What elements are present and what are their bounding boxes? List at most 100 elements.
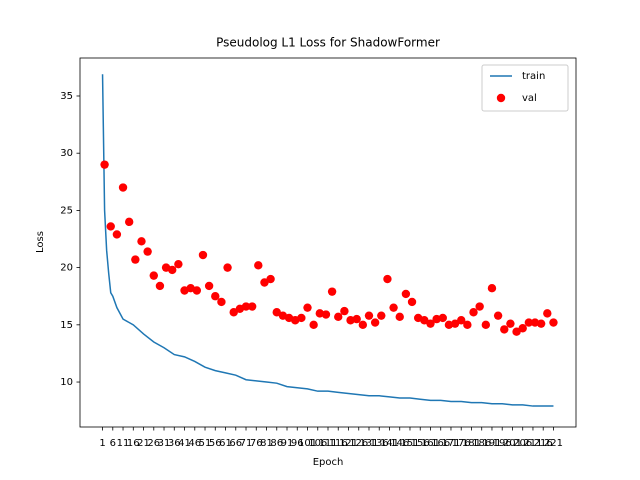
- x-tick-label: 71: [240, 438, 253, 449]
- val-point: [174, 259, 183, 269]
- x-tick-label: 36: [168, 438, 181, 449]
- x-tick-label: 186: [472, 438, 491, 449]
- val-point: [112, 230, 122, 239]
- val-point: [254, 261, 263, 270]
- val-point: [463, 320, 472, 330]
- x-tick-label: 136: [370, 438, 389, 449]
- val-point: [438, 313, 447, 323]
- val-point: [536, 319, 546, 328]
- val-point: [217, 297, 226, 307]
- val-point: [155, 281, 165, 291]
- x-tick-label: 141: [380, 438, 399, 449]
- x-axis-label: Epoch: [313, 457, 344, 468]
- x-tick-label: 206: [513, 438, 532, 449]
- val-point: [358, 320, 368, 330]
- val-point: [407, 297, 417, 307]
- val-point: [364, 311, 374, 320]
- val-point: [469, 308, 478, 317]
- legend-marker: [496, 93, 506, 103]
- val-point: [450, 319, 460, 328]
- val-point: [340, 306, 349, 316]
- x-tick-label: 46: [188, 438, 201, 449]
- plot-frame: [79, 57, 577, 428]
- x-tick-label: 41: [178, 438, 191, 449]
- x-tick-label: 201: [503, 438, 522, 449]
- val-point: [241, 302, 251, 311]
- val-point: [352, 314, 361, 324]
- val-point: [106, 222, 115, 231]
- x-tick-label: 86: [270, 438, 283, 449]
- y-tick-label: 30: [60, 148, 73, 159]
- x-tick-label: 111: [318, 438, 337, 449]
- val-point: [481, 320, 491, 330]
- x-tick-label: 191: [482, 438, 501, 449]
- val-point: [272, 308, 281, 317]
- x-tick-label: 106: [308, 438, 327, 449]
- val-point: [487, 284, 497, 293]
- x-tick-label: 121: [339, 438, 358, 449]
- val-point: [457, 316, 466, 325]
- x-tick-label: 6: [110, 438, 116, 449]
- y-tick-label: 20: [60, 263, 73, 274]
- val-point: [549, 318, 558, 327]
- x-tick-label: 211: [523, 438, 542, 449]
- x-tick-label: 1: [99, 438, 105, 449]
- val-point: [168, 265, 177, 275]
- x-tick-label: 31: [158, 438, 171, 449]
- val-point: [524, 318, 534, 327]
- val-point: [100, 160, 109, 169]
- val-point: [370, 318, 380, 327]
- val-point: [204, 281, 214, 291]
- x-tick-label: 56: [209, 438, 222, 449]
- val-point: [229, 308, 238, 317]
- x-tick-label: 66: [229, 438, 242, 449]
- val-point: [321, 310, 331, 319]
- val-point: [500, 325, 509, 334]
- val-point: [426, 319, 435, 328]
- x-tick-label: 166: [431, 438, 450, 449]
- val-point: [475, 302, 484, 311]
- legend-label: train: [522, 71, 545, 82]
- y-tick-label: 35: [60, 91, 73, 102]
- x-tick-label: 96: [291, 438, 304, 449]
- x-tick-label: 161: [421, 438, 440, 449]
- x-tick-label: 171: [441, 438, 460, 449]
- x-tick-label: 51: [199, 438, 212, 449]
- x-tick-label: 81: [260, 438, 273, 449]
- x-tick-label: 146: [390, 438, 409, 449]
- x-tick-label: 21: [137, 438, 150, 449]
- val-point: [401, 289, 411, 299]
- val-point: [198, 250, 208, 260]
- y-tick-label: 10: [60, 377, 73, 388]
- y-tick-label: 25: [60, 205, 73, 216]
- val-point: [309, 320, 318, 330]
- val-point: [395, 312, 404, 322]
- val-point: [223, 263, 232, 272]
- val-point: [493, 311, 503, 320]
- val-point: [377, 311, 386, 320]
- x-tick-label: 221: [544, 438, 563, 449]
- chart-title: Pseudolog L1 Loss for ShadowFormer: [216, 36, 440, 50]
- legend-label: val: [522, 93, 537, 104]
- val-point: [260, 278, 269, 287]
- x-tick-label: 151: [400, 438, 419, 449]
- x-tick-label: 11: [117, 438, 130, 449]
- x-tick-label: 16: [127, 438, 140, 449]
- val-point: [143, 247, 152, 256]
- val-point: [149, 271, 158, 280]
- val-point: [518, 324, 527, 333]
- val-point: [297, 313, 306, 323]
- x-tick-label: 76: [250, 438, 263, 449]
- x-tick-label: 216: [534, 438, 553, 449]
- x-tick-label: 131: [359, 438, 378, 449]
- y-axis-label: Loss: [35, 231, 46, 253]
- val-point: [420, 316, 429, 325]
- val-point: [383, 274, 392, 284]
- val-point: [543, 309, 552, 318]
- x-tick-label: 196: [493, 438, 512, 449]
- val-point: [334, 312, 343, 322]
- val-point: [247, 302, 257, 311]
- val-point: [137, 237, 146, 246]
- y-tick-label: 15: [60, 320, 73, 331]
